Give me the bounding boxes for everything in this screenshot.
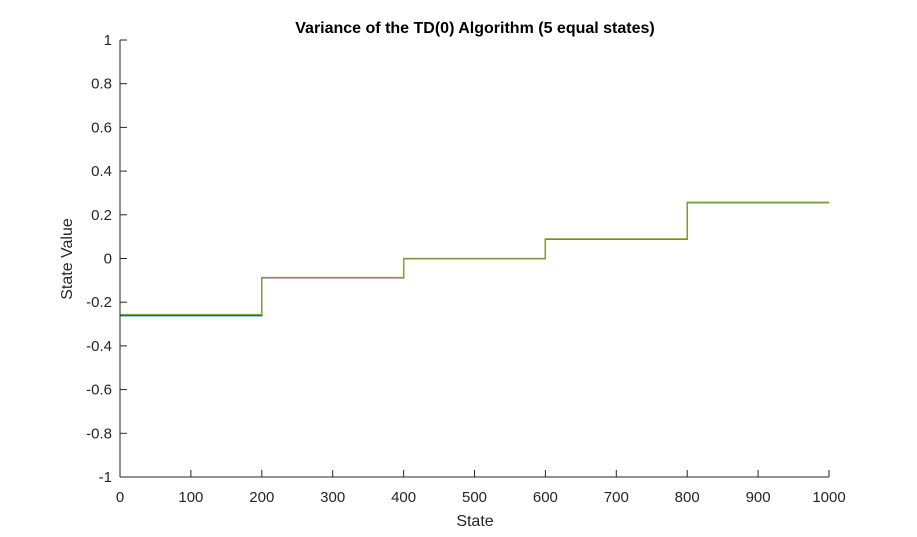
x-tick-label: 800 <box>675 489 700 506</box>
x-tick-label: 300 <box>320 489 345 506</box>
x-axis-label: State <box>456 513 493 530</box>
y-tick-label: 0 <box>104 251 112 268</box>
x-ticks: 0 100 200 300 400 500 600 700 800 900 1000 <box>116 470 846 506</box>
y-tick-label: 0.2 <box>91 207 112 224</box>
x-tick-label: 200 <box>249 489 274 506</box>
y-tick-label: 0.8 <box>91 76 112 93</box>
y-tick-label: -1 <box>99 469 112 486</box>
y-tick-label: 0.4 <box>91 163 112 180</box>
x-tick-label: 500 <box>462 489 487 506</box>
y-ticks: -1 -0.8 -0.6 -0.4 -0.2 0 0.2 0.4 0.6 0.8 1 <box>86 32 127 486</box>
chart-title: Variance of the TD(0) Algorithm (5 equal… <box>295 20 654 37</box>
x-tick-label: 0 <box>116 489 124 506</box>
y-tick-label: 1 <box>104 32 112 49</box>
y-tick-label: -0.4 <box>86 338 112 355</box>
x-tick-label: 400 <box>391 489 416 506</box>
x-tick-label: 600 <box>533 489 558 506</box>
series-line-5 <box>120 202 829 316</box>
plot-lines <box>120 201 829 317</box>
x-tick-label: 900 <box>746 489 771 506</box>
x-tick-label: 700 <box>604 489 629 506</box>
y-tick-label: -0.6 <box>86 382 112 399</box>
y-tick-label: -0.8 <box>86 425 112 442</box>
y-tick-label: 0.6 <box>91 119 112 136</box>
x-tick-label: 100 <box>178 489 203 506</box>
y-axis-label: State Value <box>59 218 76 300</box>
y-tick-label: -0.2 <box>86 294 112 311</box>
x-tick-label: 1000 <box>812 489 845 506</box>
